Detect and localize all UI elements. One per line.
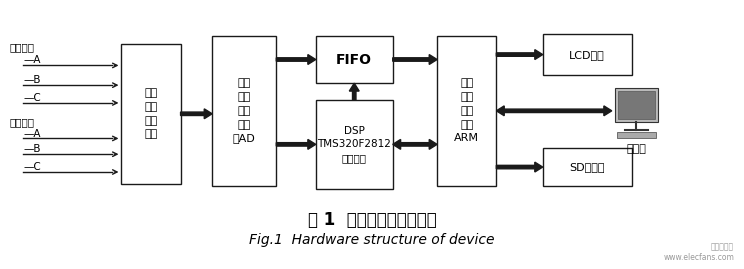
Text: DSP: DSP [344,126,365,136]
Bar [617,132,656,139]
Text: 存储: 存储 [460,92,473,102]
Text: FIFO: FIFO [336,52,372,66]
Text: 三相电流: 三相电流 [10,118,35,128]
Polygon shape [393,139,437,149]
Polygon shape [393,55,437,65]
Text: 上位机: 上位机 [626,144,647,154]
Text: 信号: 信号 [144,102,158,112]
Text: 电子发烧友
www.elecfans.com: 电子发烧友 www.elecfans.com [663,242,734,262]
Text: LCD显示: LCD显示 [569,49,605,59]
Bar [212,36,276,186]
Bar [618,91,655,119]
Text: 控制: 控制 [460,120,473,130]
Bar [542,148,632,186]
Bar [542,34,632,75]
Polygon shape [276,55,315,65]
Text: SD卡存储: SD卡存储 [569,162,605,172]
Text: Fig.1  Hardware structure of device: Fig.1 Hardware structure of device [249,233,495,247]
Text: ARM: ARM [455,133,479,143]
Text: 据采: 据采 [237,120,251,130]
Text: 集AD: 集AD [233,133,256,143]
Text: —A: —A [24,55,41,65]
Text: 数据: 数据 [460,78,473,88]
Text: 显示: 显示 [460,106,473,116]
Text: 道同: 道同 [237,92,251,102]
Text: 数据处理: 数据处理 [341,153,367,163]
Text: TMS320F2812: TMS320F2812 [317,139,391,149]
Bar [315,36,393,83]
Text: —C: —C [24,162,42,172]
Text: —C: —C [24,93,42,103]
Polygon shape [181,109,212,119]
Text: —A: —A [24,129,41,139]
Text: —B: —B [24,144,41,154]
Text: 前端: 前端 [144,88,158,98]
Bar [437,36,496,186]
Text: 步数: 步数 [237,106,251,116]
Text: 电路: 电路 [144,129,158,140]
Bar [615,88,658,122]
Text: 六通: 六通 [237,78,251,88]
Text: 调理: 调理 [144,116,158,126]
Bar [121,44,181,184]
Text: 图 1  系统硬件系统结构图: 图 1 系统硬件系统结构图 [307,211,437,229]
Polygon shape [276,139,315,149]
Polygon shape [496,162,542,172]
Polygon shape [349,83,359,100]
Polygon shape [496,106,612,116]
Bar [315,100,393,189]
Text: —B: —B [24,75,41,85]
Text: 三相电压: 三相电压 [10,43,35,53]
Polygon shape [496,50,542,59]
